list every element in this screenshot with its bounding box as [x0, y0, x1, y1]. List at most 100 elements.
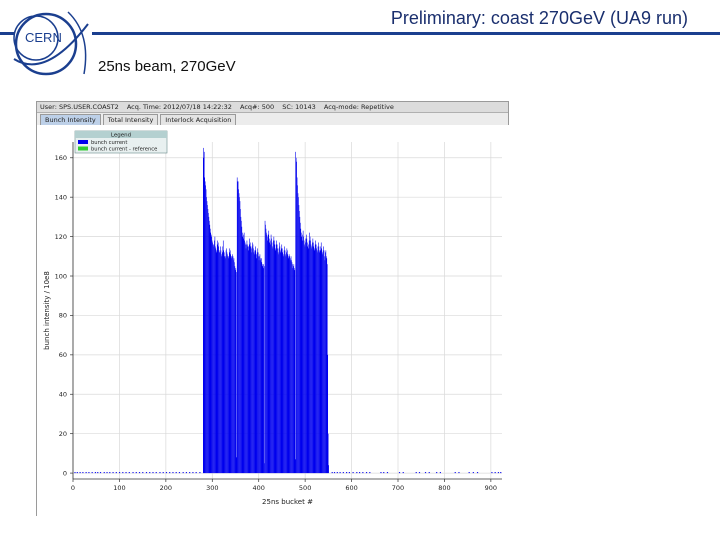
bunch-bar	[321, 248, 322, 474]
bunch-bar	[214, 240, 215, 474]
stray-bunch-bar	[439, 472, 441, 474]
bunch-bar	[257, 252, 259, 474]
bunch-bar	[223, 250, 225, 474]
bunch-bar	[203, 147, 204, 474]
bunch-bar	[288, 254, 290, 474]
stray-bunch-bar	[331, 472, 333, 474]
bunch-bar	[216, 250, 217, 474]
bunch-bar	[302, 234, 303, 474]
bunch-bar	[317, 252, 318, 474]
bunch-bar	[286, 252, 287, 474]
stray-bunch-bar	[380, 472, 382, 474]
bunch-bar	[252, 244, 254, 474]
bunch-bar	[293, 266, 294, 474]
bunch-bar	[300, 228, 302, 474]
y-tick-label: 120	[55, 233, 67, 241]
tab-bunch-intensity[interactable]: Bunch Intensity	[40, 114, 101, 125]
status-acq-time: Acq. Time: 2012/07/18 14:22:32	[126, 103, 232, 111]
bunch-bar	[273, 236, 275, 474]
bunch-bar	[211, 236, 212, 474]
bunch-bar	[248, 244, 250, 474]
bunch-bar	[208, 216, 210, 474]
bunch-bar	[225, 256, 226, 474]
bunch-bar	[297, 185, 298, 474]
tab-bar: Bunch Intensity Total Intensity Interloc…	[40, 114, 237, 125]
bunch-bar	[216, 244, 218, 474]
tab-interlock-acquisition[interactable]: Interlock Acquisition	[160, 114, 237, 125]
bunch-bar	[320, 242, 322, 474]
bunch-bar	[217, 242, 219, 474]
y-tick-label: 20	[59, 430, 67, 438]
bunch-bar	[225, 250, 227, 474]
bunch-bar	[245, 248, 247, 474]
stray-bunch-bar	[132, 472, 134, 474]
bunch-bar	[217, 240, 218, 474]
bunch-bar	[245, 244, 246, 474]
bunch-bar	[229, 248, 231, 474]
bunch-bar	[268, 234, 269, 474]
stray-bunch-bar	[348, 472, 350, 474]
stray-bunch-bar	[189, 472, 191, 474]
bunch-bar	[207, 209, 209, 474]
bunch-bar	[298, 205, 300, 474]
bunch-bar	[254, 254, 255, 474]
bunch-bar	[239, 197, 240, 474]
bunch-bar	[291, 262, 293, 474]
stray-bunch-bar	[152, 472, 154, 474]
stray-bunch-bar	[91, 472, 93, 474]
bunch-bar	[219, 252, 220, 474]
bunch-bar	[283, 254, 284, 474]
bunch-bar	[319, 252, 321, 474]
stray-bunch-bar	[74, 472, 76, 474]
bunch-bar	[205, 189, 207, 474]
bunch-bar	[281, 248, 282, 474]
stray-bunch-bar	[362, 472, 364, 474]
bunch-bar	[275, 244, 277, 474]
bunch-bar	[308, 240, 310, 474]
bunch-bar	[320, 250, 321, 474]
bunch-bar	[218, 246, 219, 474]
bunch-bar	[209, 224, 211, 474]
stray-bunch-bar	[418, 472, 421, 474]
bunch-bar	[308, 244, 309, 474]
bunch-bar	[287, 254, 289, 474]
bunch-bar	[289, 260, 291, 474]
bunch-bar	[267, 240, 269, 474]
bunch-bar	[300, 222, 301, 474]
bunch-bar	[220, 250, 222, 474]
bunch-bar	[267, 236, 268, 474]
bunch-bar	[216, 252, 218, 474]
bunch-bar	[255, 254, 257, 474]
stray-bunch-bar	[82, 472, 84, 474]
chart-axes: 0 100 200 300 400 500 600 700 800 900 0 20 40 60 80 100…	[43, 142, 502, 506]
stray-bunch-bar	[454, 472, 456, 474]
bunch-bar	[260, 258, 261, 474]
stray-bunch-bar	[346, 472, 348, 474]
bunch-bar	[204, 181, 206, 474]
bunch-bar	[275, 250, 277, 474]
stray-bunch-bar	[468, 472, 470, 474]
stray-bunch-bar	[169, 472, 171, 474]
bunch-bar	[256, 258, 257, 474]
stray-bunch-bar	[155, 472, 157, 474]
bunch-bar	[282, 252, 283, 474]
bunch-bar	[259, 254, 261, 474]
bunch-bar	[241, 226, 243, 474]
bunch-bar	[213, 244, 215, 474]
tab-total-intensity[interactable]: Total Intensity	[102, 114, 159, 125]
bunch-bar	[289, 256, 290, 474]
cern-logo: CERN	[13, 11, 89, 76]
bunch-bar	[240, 209, 241, 474]
y-axis-label: bunch intensity / 10e8	[43, 271, 51, 350]
stray-bunch-bar	[472, 472, 474, 474]
bunch-bar	[262, 268, 264, 474]
stray-bunch-bar	[336, 472, 338, 474]
bunch-bar	[265, 224, 266, 474]
bunch-bar	[277, 248, 278, 474]
bunch-bar	[276, 244, 278, 474]
bunch-bar	[310, 240, 311, 474]
bunch-bar	[246, 244, 247, 474]
bunch-bar	[236, 177, 238, 474]
bunch-bar	[303, 236, 304, 474]
status-user: User: SPS.USER.COAST2	[40, 103, 119, 111]
